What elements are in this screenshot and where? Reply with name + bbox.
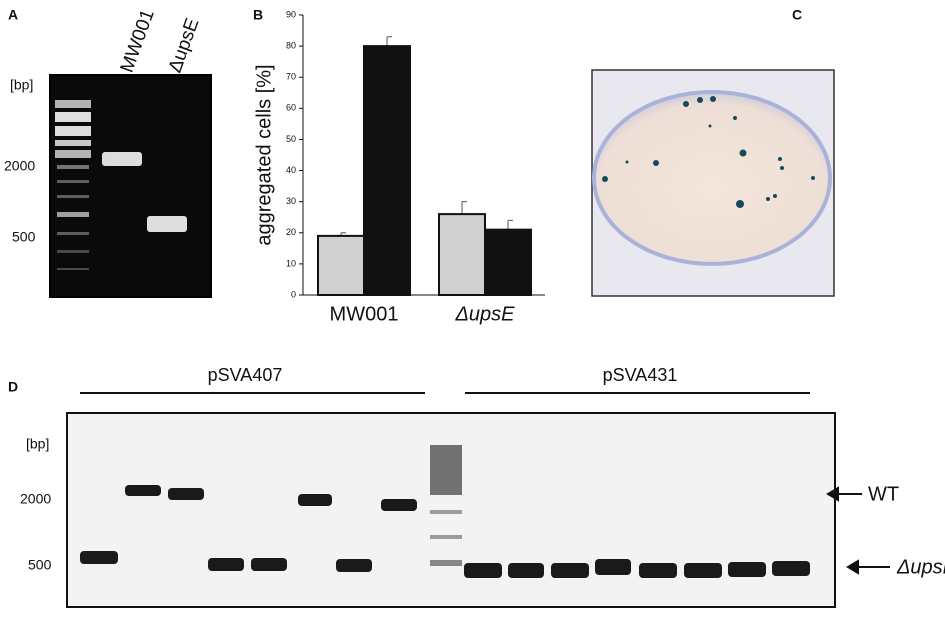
y-tick-label: 40 xyxy=(286,165,296,175)
bar xyxy=(484,228,532,297)
x-tick-label: MW001 xyxy=(330,303,399,325)
gel-a xyxy=(49,74,212,298)
panel-letter: C xyxy=(792,7,802,23)
marker-label: 500 xyxy=(28,557,52,573)
y-tick-label: 60 xyxy=(286,103,296,113)
group-label: pSVA431 xyxy=(603,365,678,385)
panel-letter: D xyxy=(8,379,18,395)
lane-label: MW001 xyxy=(117,7,159,76)
gel-d xyxy=(66,412,836,608)
y-tick-label: 70 xyxy=(286,72,296,82)
panel-letter: A xyxy=(8,7,18,23)
y-tick-label: 10 xyxy=(286,258,296,268)
bar xyxy=(317,234,365,296)
group-label: pSVA407 xyxy=(208,365,283,385)
bar-chart: 0 10 20 30 40 50 60 70 80 90 aggregated cells [%] M… xyxy=(253,9,545,325)
lane-label: ΔupsE xyxy=(165,16,204,76)
arrow-label: WT xyxy=(868,483,899,505)
y-tick-label: 80 xyxy=(286,40,296,50)
bar xyxy=(438,213,486,296)
unit-label: [bp] xyxy=(26,436,49,452)
y-tick-label: 90 xyxy=(286,9,296,19)
arrow-label: ΔupsE xyxy=(896,556,945,578)
y-tick-label: 20 xyxy=(286,227,296,237)
unit-label: [bp] xyxy=(10,77,33,93)
x-tick-label: ΔupsE xyxy=(454,303,515,325)
marker-label: 2000 xyxy=(20,491,51,507)
y-tick-label: 0 xyxy=(291,289,296,299)
y-tick-label: 30 xyxy=(286,196,296,206)
marker-label: 500 xyxy=(12,229,36,245)
marker-label: 2000 xyxy=(4,158,35,174)
petri-photo xyxy=(591,69,835,297)
arrow xyxy=(826,486,890,575)
y-tick-label: 50 xyxy=(286,134,296,144)
bar xyxy=(363,45,411,296)
panel-letter: B xyxy=(253,7,263,23)
y-axis-label: aggregated cells [%] xyxy=(253,64,275,245)
